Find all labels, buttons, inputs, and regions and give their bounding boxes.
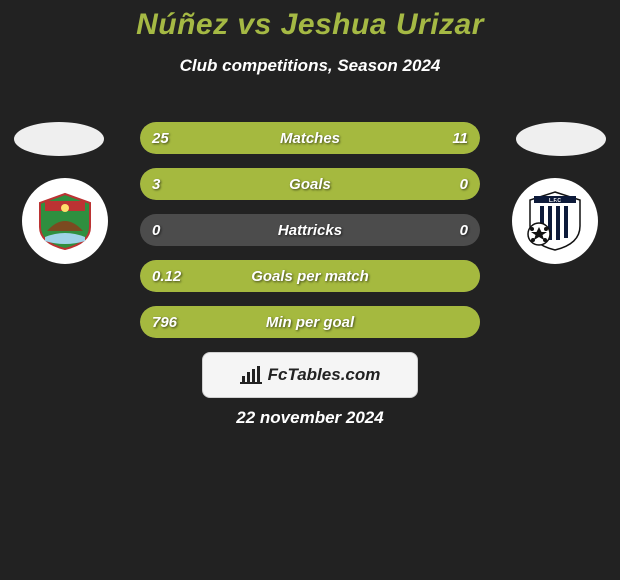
comparison-card: Núñez vs Jeshua Urizar Club competitions…: [0, 0, 620, 580]
club-right-badge: L.F.C: [512, 178, 598, 264]
page-subtitle: Club competitions, Season 2024: [0, 56, 620, 76]
club-left-badge: [22, 178, 108, 264]
stat-row: 0.12Goals per match: [140, 260, 480, 292]
generated-date: 22 november 2024: [0, 408, 620, 428]
club-right-badge-icon: L.F.C: [522, 188, 588, 254]
stat-label: Matches: [140, 122, 480, 154]
attribution-text: FcTables.com: [268, 365, 381, 385]
club-left-badge-icon: [35, 191, 95, 251]
stat-label: Goals: [140, 168, 480, 200]
stat-rows: 2511Matches 30Goals 00Hattricks 0.12Goals p…: [140, 122, 480, 352]
stat-label: Hattricks: [140, 214, 480, 246]
stat-row: 00Hattricks: [140, 214, 480, 246]
page-title: Núñez vs Jeshua Urizar: [0, 0, 620, 42]
player-left-avatar: [14, 122, 104, 156]
bar-chart-icon: [240, 366, 262, 384]
svg-text:L.F.C: L.F.C: [549, 198, 561, 204]
stat-label: Goals per match: [140, 260, 480, 292]
player-right-avatar: [516, 122, 606, 156]
attribution-badge: FcTables.com: [202, 352, 418, 398]
stat-label: Min per goal: [140, 306, 480, 338]
stat-row: 796Min per goal: [140, 306, 480, 338]
stat-row: 2511Matches: [140, 122, 480, 154]
stat-row: 30Goals: [140, 168, 480, 200]
